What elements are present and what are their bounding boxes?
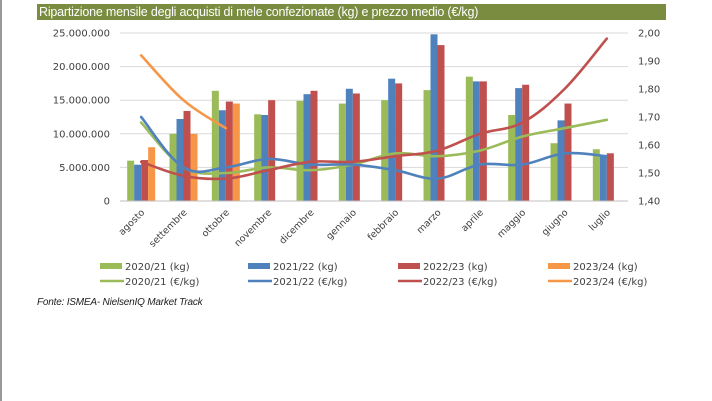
legend-item: 2022/23 (€/kg) [398,277,497,288]
bar-2022-23-kg--maggio [522,84,530,201]
right-tick-label: 1,50 [638,169,660,180]
x-tick-label: luglio [587,207,613,233]
x-tick-label: ottobre [200,207,232,239]
left-axis: 0 5.000.000 10.000.000 15.000.000 20.000.000… [53,29,110,208]
bar-2020-21-kg--marzo [423,90,431,201]
legend-item: 2022/23 (kg) [398,262,488,273]
legend-label: 2023/24 (€/kg) [573,277,647,288]
left-tick-label: 15.000.000 [53,96,110,107]
right-tick-label: 1,80 [638,85,660,96]
line-2020-21-kg- [139,118,609,175]
left-tick-label: 5.000.000 [59,163,110,174]
bar-2022-23-kg--dicembre [310,90,318,201]
legend-label: 2021/22 (kg) [273,262,338,273]
legend-item: 2020/21 (€/kg) [100,277,199,288]
x-tick-label: settembre [147,207,189,249]
x-tick-label: giugno [540,207,571,238]
price-lines [139,37,609,181]
bar-2020-21-kg--dicembre [296,100,304,201]
legend-item: 2020/21 (kg) [100,262,190,273]
legend-item: 2023/24 (€/kg) [548,277,647,288]
line-2023-24-kg- [139,54,228,130]
bar-2021-22-kg--marzo [430,34,438,202]
x-tick-label: maggio [495,207,528,240]
right-axis: 1,40 1,50 1,60 1,70 1,80 1,90 2,00 [638,29,660,208]
legend-label: 2020/21 (kg) [125,262,190,273]
bar-2020-21-kg--maggio [508,114,516,201]
legend-item: 2023/24 (kg) [548,262,638,273]
bar-2022-23-kg--agosto [141,160,149,201]
bar-2022-23-kg--marzo [437,45,445,201]
right-tick-label: 1,60 [638,141,660,152]
line-2022-23-kg- [139,37,609,181]
bar-2022-23-kg--aprile [479,81,487,201]
legend-label: 2021/22 (€/kg) [273,277,347,288]
x-tick-label: marzo [415,207,444,236]
bar-2020-21-kg--novembre [254,114,262,201]
legend-label: 2023/24 (kg) [573,262,638,273]
source-note: Fonte: ISMEA- NielsenIQ Market Track [37,297,203,308]
x-tick-label: agosto [117,207,148,238]
bars [127,34,614,202]
bar-2023-24-kg--settembre [190,133,198,201]
legend-item: 2021/22 (kg) [248,262,338,273]
bar-2023-24-kg--agosto [148,147,156,201]
x-axis: agosto settembre ottobre novembre dicembre ge… [117,200,628,250]
bar-2021-22-kg--settembre [176,119,184,201]
bar-2023-24-kg--ottobre [232,103,240,201]
left-tick-label: 20.000.000 [53,62,110,73]
bar-2021-22-kg--aprile [472,81,480,201]
x-tick-label: dicembre [277,207,316,246]
bar-2022-23-kg--luglio [606,153,614,201]
bar-2021-22-kg--maggio [515,88,523,201]
x-tick-label: gennaio [324,207,359,242]
right-tick-label: 1,40 [638,197,660,208]
legend-swatch-bar [100,263,122,269]
legend-swatch-bar [548,263,570,269]
bar-2022-23-kg--novembre [268,100,276,201]
legend: 2020/21 (kg) 2021/22 (kg) 2022/23 (kg) 2023… [100,262,647,288]
legend-swatch-bar [248,263,270,269]
bar-2022-23-kg--settembre [183,110,191,201]
bar-2020-21-kg--agosto [127,160,135,201]
right-tick-label: 2,00 [638,29,660,40]
right-tick-label: 1,70 [638,113,660,124]
legend-item: 2021/22 (€/kg) [248,277,347,288]
bar-2020-21-kg--ottobre [211,90,219,201]
x-tick-label: aprile [459,207,486,234]
x-tick-label: febbraio [366,207,402,243]
right-tick-label: 1,90 [638,57,660,68]
bar-2021-22-kg--agosto [134,164,142,201]
left-tick-label: 0 [104,197,110,208]
bar-2020-21-kg--luglio [592,149,600,201]
bar-2021-22-kg--gennaio [345,88,353,201]
bar-2022-23-kg--ottobre [225,101,233,201]
bar-2021-22-kg--dicembre [303,94,311,201]
bar-2020-21-kg--gennaio [338,103,346,201]
line-2021-22-kg- [139,115,609,180]
bar-2020-21-kg--giugno [550,143,558,201]
bar-2022-23-kg--gennaio [352,93,360,201]
bar-2022-23-kg--febbraio [395,83,403,201]
bar-2021-22-kg--giugno [557,120,565,201]
legend-swatch-bar [398,263,420,269]
legend-label: 2020/21 (€/kg) [125,277,199,288]
x-tick-label: novembre [232,207,274,249]
left-tick-label: 25.000.000 [53,29,110,40]
bar-2021-22-kg--ottobre [218,110,226,201]
left-tick-label: 10.000.000 [53,129,110,140]
chart-title: Ripartizione mensile degli acquisti di m… [37,4,666,20]
page-left-border [0,0,2,401]
bar-2020-21-kg--febbraio [381,100,389,201]
legend-label: 2022/23 (€/kg) [423,277,497,288]
bar-2021-22-kg--febbraio [388,78,396,201]
bar-2021-22-kg--luglio [599,155,607,201]
legend-label: 2022/23 (kg) [423,262,488,273]
bar-2020-21-kg--settembre [169,133,177,201]
